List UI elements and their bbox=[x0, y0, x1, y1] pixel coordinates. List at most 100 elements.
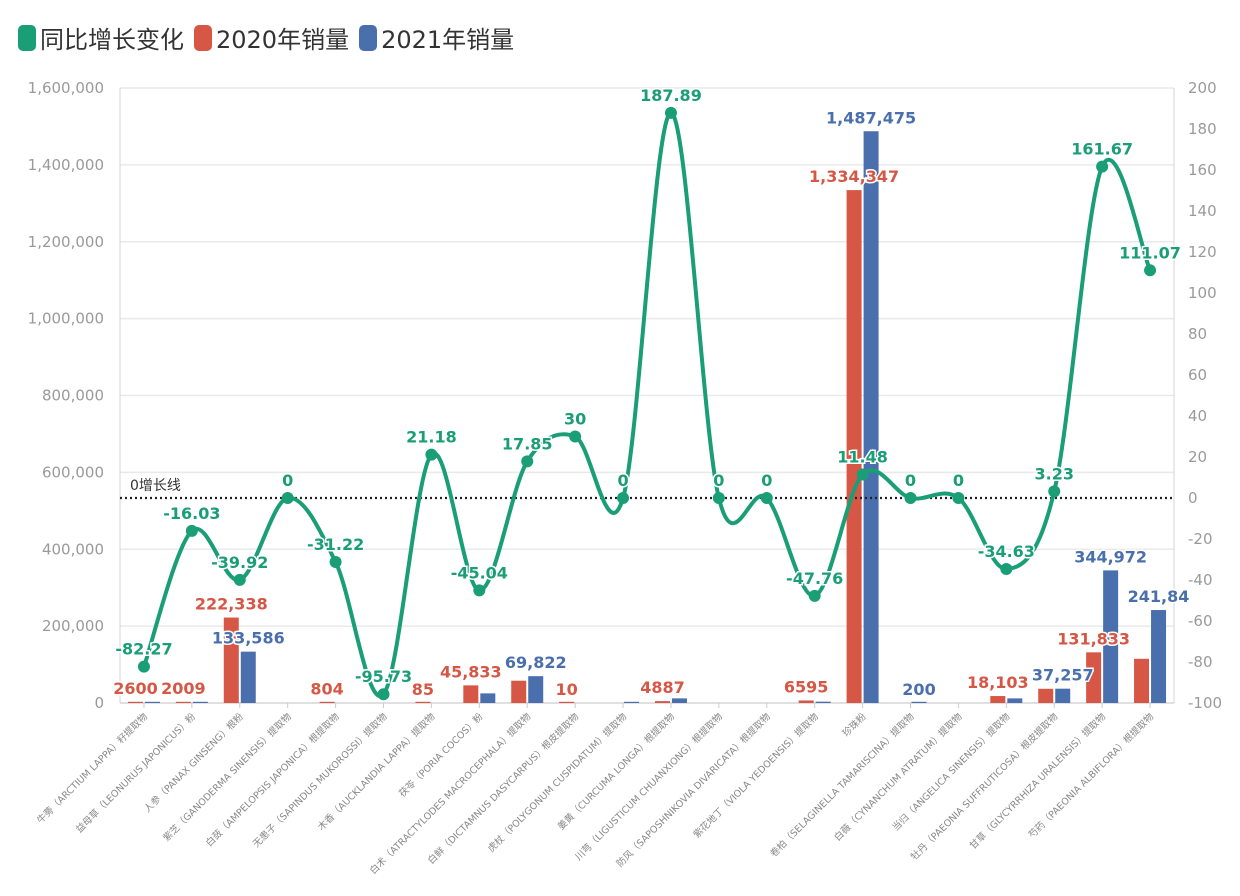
growth-label-11: 187.89 bbox=[640, 86, 702, 105]
growth-point-7 bbox=[473, 584, 486, 597]
bar-2020-label-20: 131,833 bbox=[1057, 629, 1130, 648]
left-tick-label-8: 1,600,000 bbox=[28, 79, 104, 97]
growth-label-6: 21.18 bbox=[406, 428, 457, 447]
right-tick-label-3: -40 bbox=[1188, 571, 1213, 589]
bar-2020-15 bbox=[846, 190, 862, 704]
bar-2020-9 bbox=[559, 701, 575, 703]
right-tick-label-1: -80 bbox=[1188, 653, 1213, 671]
bar-2021-label-2: 133,586 bbox=[212, 629, 285, 648]
legend-item-2021[interactable]: 2021年销量 bbox=[359, 20, 514, 55]
bar-2020-6 bbox=[415, 701, 431, 703]
bar-2020-18 bbox=[990, 696, 1006, 703]
growth-label-18: -34.63 bbox=[978, 542, 1035, 561]
left-tick-label-7: 1,400,000 bbox=[28, 156, 104, 174]
growth-point-0 bbox=[137, 660, 150, 673]
growth-label-19: 3.23 bbox=[1034, 464, 1073, 483]
bar-2021-label-8: 69,822 bbox=[505, 653, 567, 672]
bar-2021-18 bbox=[1007, 698, 1023, 703]
legend-label-2020: 2020年销量 bbox=[216, 26, 350, 54]
bar-2021-2 bbox=[240, 651, 256, 703]
growth-point-21 bbox=[1144, 264, 1157, 277]
growth-point-19 bbox=[1048, 485, 1061, 498]
bar-2020-label-9: 10 bbox=[556, 680, 578, 699]
bar-2020-label-0: 2600 bbox=[113, 679, 158, 698]
legend-swatch-growth bbox=[18, 24, 36, 51]
bar-2020-label-11: 4887 bbox=[640, 678, 685, 697]
growth-label-13: 0 bbox=[761, 471, 772, 490]
bar-2020-8 bbox=[511, 680, 527, 703]
growth-label-20: 161.67 bbox=[1071, 140, 1133, 159]
growth-point-15 bbox=[856, 468, 869, 481]
bar-2020-21 bbox=[1134, 658, 1150, 703]
right-tick-label-13: 160 bbox=[1188, 161, 1217, 179]
growth-label-10: 0 bbox=[617, 471, 628, 490]
bar-2020-label-18: 18,103 bbox=[967, 673, 1029, 692]
left-tick-label-6: 1,200,000 bbox=[28, 233, 104, 251]
bar-2020-1 bbox=[175, 701, 191, 703]
right-tick-label-8: 60 bbox=[1188, 366, 1207, 384]
bar-2021-14 bbox=[815, 701, 831, 703]
bar-2021-0 bbox=[144, 701, 160, 703]
bar-2021-label-19: 37,257 bbox=[1032, 666, 1094, 685]
bar-2020-label-1: 2009 bbox=[161, 679, 206, 698]
bar-2021-10 bbox=[624, 701, 640, 703]
right-tick-label-6: 20 bbox=[1188, 448, 1207, 466]
bar-2021-20 bbox=[1103, 570, 1119, 703]
bar-2021-1 bbox=[192, 701, 208, 703]
category-label-8: 白术（ATRACTYLODES MACROCEPHALA）提取物 bbox=[367, 710, 533, 876]
bar-2021-16 bbox=[911, 701, 927, 703]
right-tick-label-15: 200 bbox=[1188, 79, 1217, 97]
growth-point-8 bbox=[521, 455, 534, 468]
growth-point-4 bbox=[329, 556, 342, 569]
bar-2020-label-4: 804 bbox=[310, 680, 343, 699]
left-tick-label-2: 400,000 bbox=[42, 540, 104, 558]
right-tick-label-12: 140 bbox=[1188, 202, 1217, 220]
bar-2020-label-7: 45,833 bbox=[440, 662, 502, 681]
legend-item-2020[interactable]: 2020年销量 bbox=[194, 20, 349, 55]
category-label-2: 人参（PANAX GINSENG）根粉 bbox=[142, 710, 247, 815]
growth-point-1 bbox=[185, 524, 198, 537]
growth-label-3: 0 bbox=[282, 471, 293, 490]
growth-point-17 bbox=[952, 492, 965, 504]
legend-swatch-2020 bbox=[194, 24, 212, 51]
growth-point-5 bbox=[377, 688, 390, 701]
bar-2020-label-6: 85 bbox=[412, 680, 434, 699]
growth-label-9: 30 bbox=[564, 410, 586, 429]
bar-2021-11 bbox=[671, 698, 687, 703]
growth-point-18 bbox=[1000, 562, 1013, 575]
bar-2020-label-15: 1,334,347 bbox=[809, 167, 899, 186]
left-tick-label-1: 200,000 bbox=[42, 617, 104, 635]
bar-2021-19 bbox=[1055, 688, 1071, 703]
right-tick-label-2: -60 bbox=[1188, 612, 1213, 630]
bar-2020-4 bbox=[319, 701, 335, 703]
growth-label-16: 0 bbox=[905, 471, 916, 490]
growth-point-11 bbox=[664, 106, 677, 119]
right-tick-label-10: 100 bbox=[1188, 284, 1217, 302]
category-label-7: 茯苓（PORIA COCOS）粉 bbox=[396, 710, 485, 799]
zero-growth-line-label: 0增长线 bbox=[130, 478, 181, 494]
bar-2020-19 bbox=[1038, 688, 1054, 703]
growth-point-2 bbox=[233, 573, 246, 586]
growth-point-16 bbox=[904, 492, 917, 504]
growth-label-15: 11.48 bbox=[837, 447, 888, 466]
legend-item-growth[interactable]: 同比增长变化 bbox=[18, 20, 184, 55]
growth-label-1: -16.03 bbox=[163, 504, 220, 523]
right-tick-label-14: 180 bbox=[1188, 120, 1217, 138]
bar-2021-label-20: 344,972 bbox=[1074, 547, 1147, 566]
growth-line-series bbox=[142, 110, 1152, 699]
right-tick-label-9: 80 bbox=[1188, 325, 1207, 343]
growth-label-21: 111.07 bbox=[1119, 243, 1181, 262]
bar-2021-15 bbox=[863, 131, 879, 703]
left-tick-label-5: 1,000,000 bbox=[28, 310, 104, 328]
growth-label-8: 17.85 bbox=[502, 434, 553, 453]
left-tick-label-0: 0 bbox=[94, 694, 104, 712]
growth-label-12: 0 bbox=[713, 471, 724, 490]
bar-2020-2 bbox=[223, 617, 239, 703]
growth-label-4: -31.22 bbox=[307, 535, 364, 554]
bar-2020-label-14: 6595 bbox=[784, 677, 829, 696]
bar-2020-label-2: 222,338 bbox=[195, 595, 268, 614]
bar-2020-7 bbox=[463, 685, 479, 703]
bar-2021-label-15: 1,487,475 bbox=[826, 108, 916, 127]
growth-point-9 bbox=[569, 430, 582, 443]
